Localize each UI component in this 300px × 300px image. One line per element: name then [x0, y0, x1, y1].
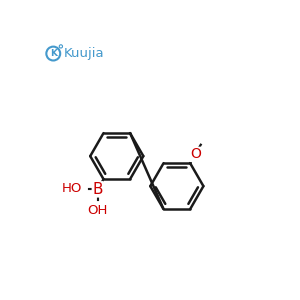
Text: K: K [50, 49, 57, 58]
Text: OH: OH [87, 204, 108, 217]
Text: O: O [190, 147, 201, 161]
Text: B: B [92, 182, 103, 197]
Text: HO: HO [62, 182, 82, 195]
Text: Kuujia: Kuujia [64, 47, 104, 60]
